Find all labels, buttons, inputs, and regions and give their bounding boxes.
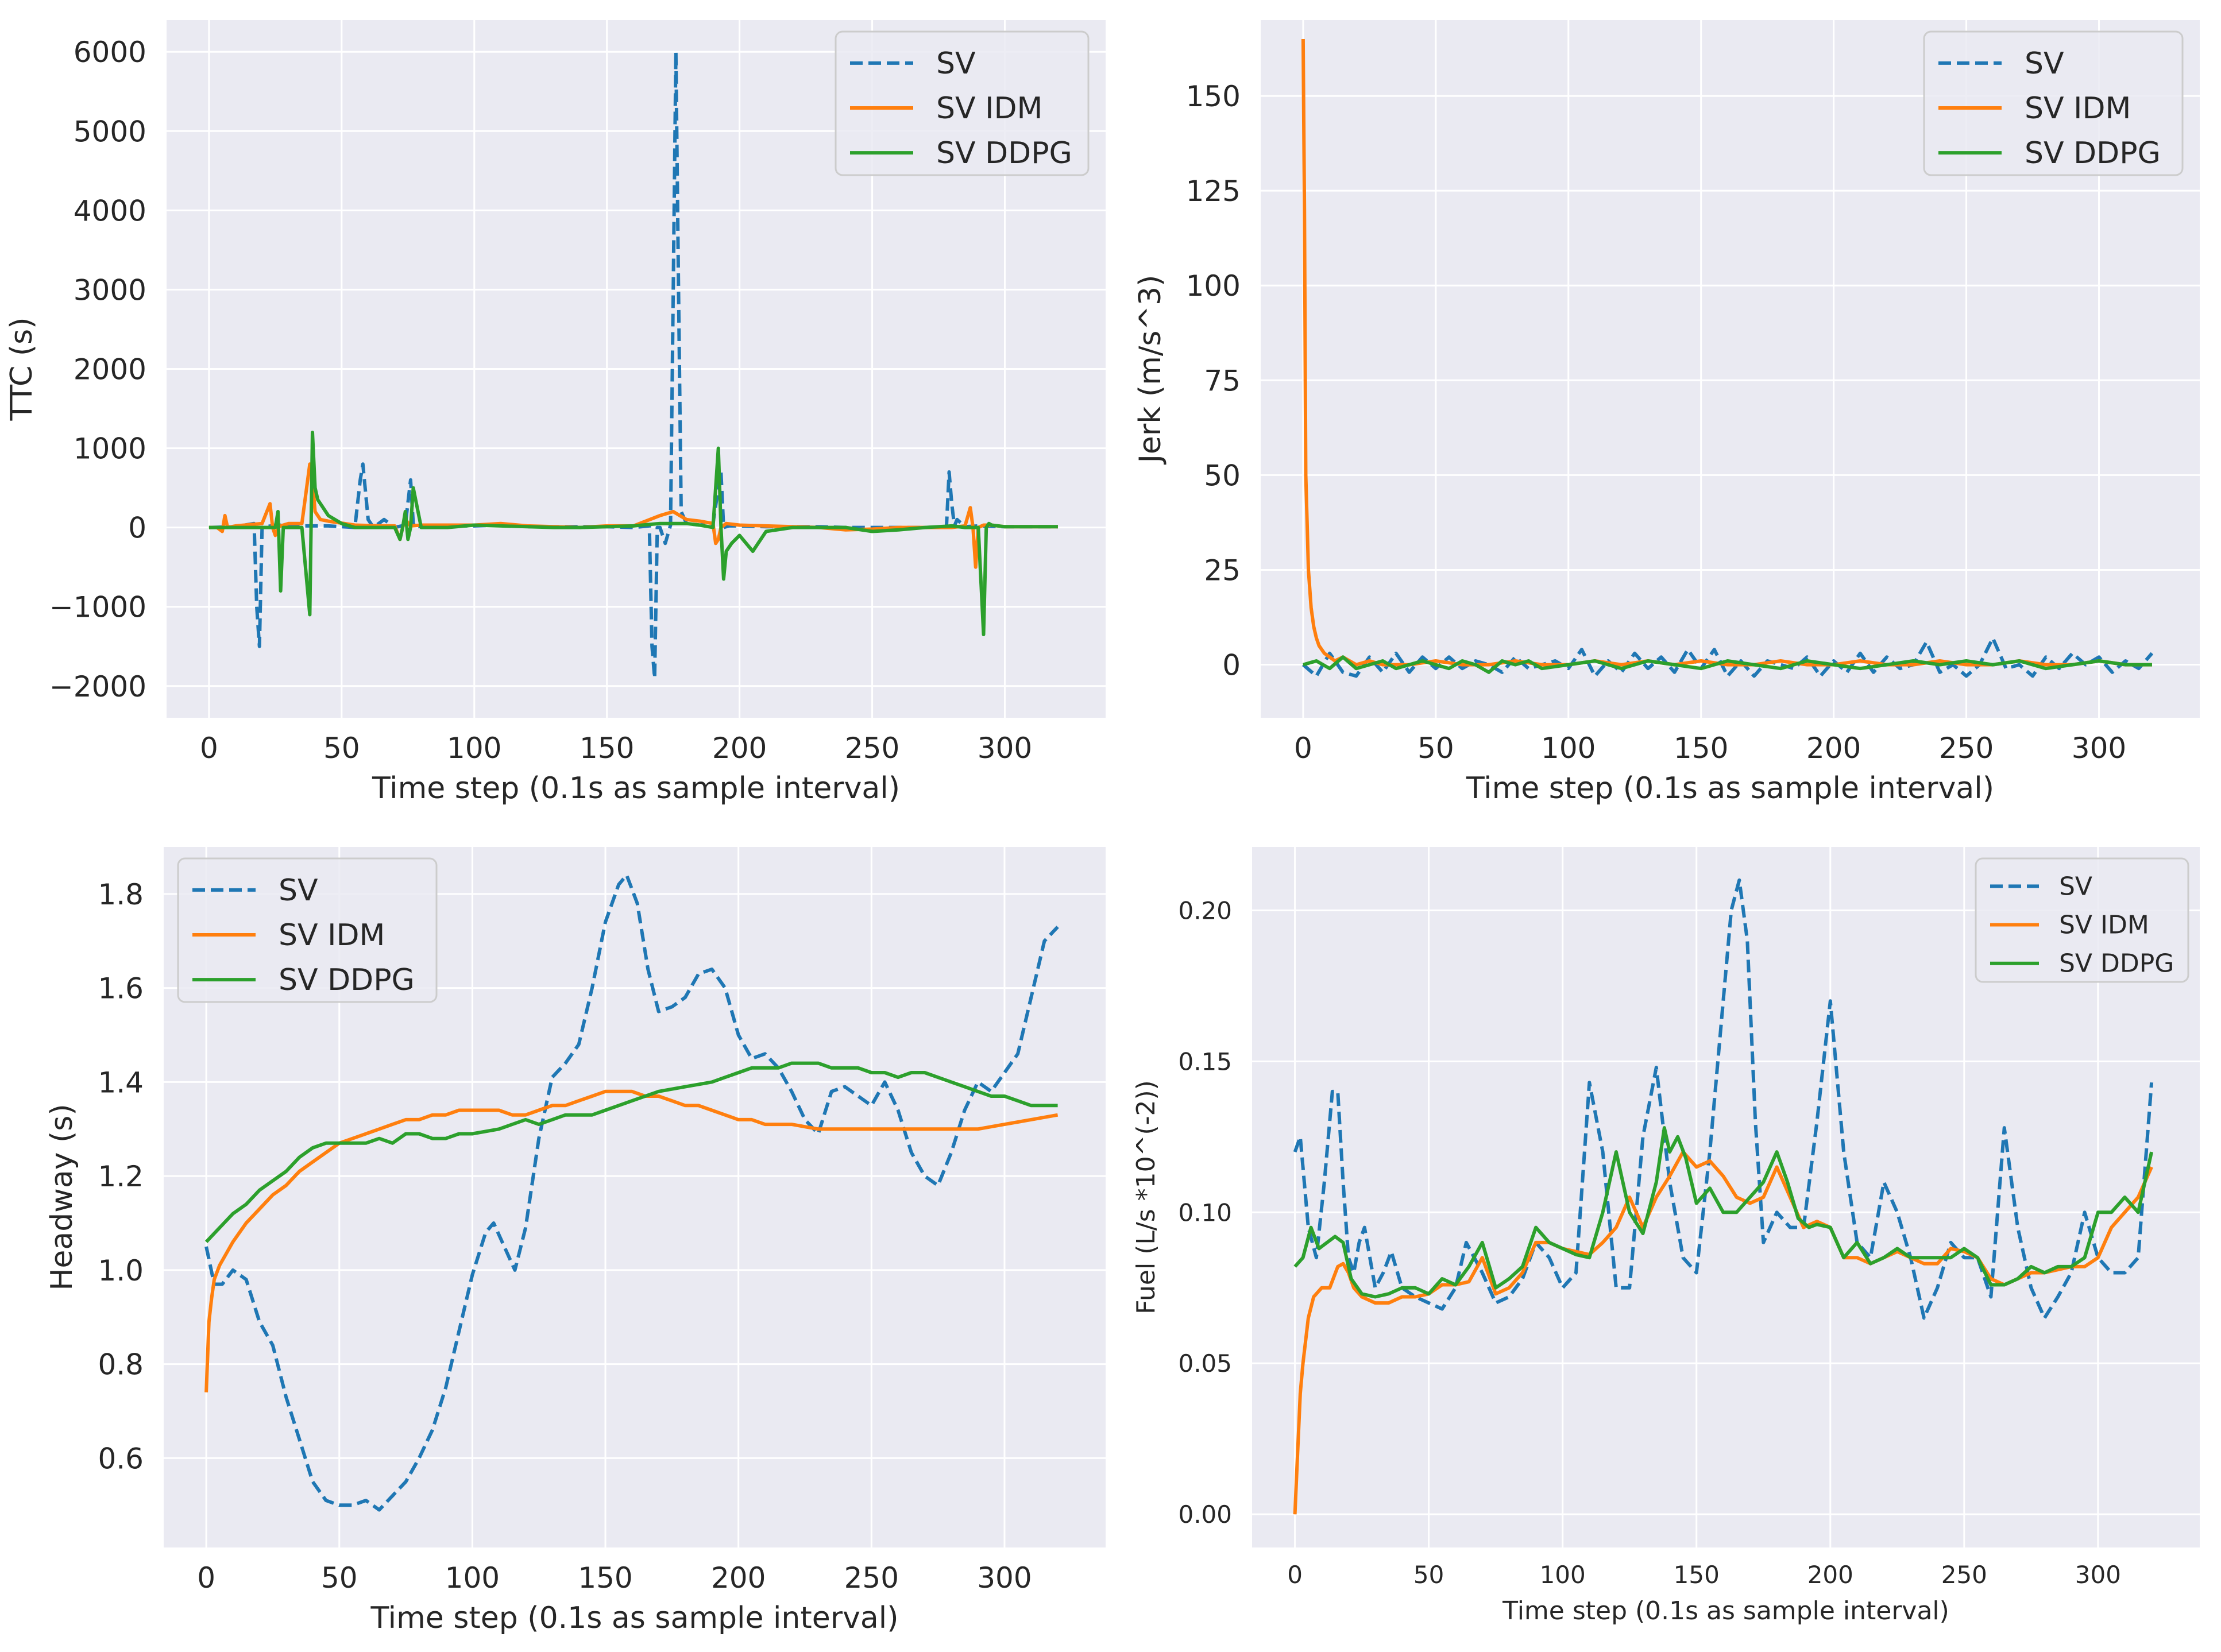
- x-tick-label: 250: [1941, 1561, 1987, 1589]
- x-axis-label: Time step (0.1s as sample interval): [1502, 1596, 1949, 1626]
- x-tick-label: 200: [1807, 1561, 1853, 1589]
- legend-label: SV: [936, 47, 976, 81]
- y-tick-label: 100: [1186, 269, 1241, 303]
- legend: SV SV IDM SV DDPG: [835, 30, 1090, 176]
- series-line-sv-idm: [1293, 1150, 2153, 1515]
- x-tick-label: 200: [711, 1561, 766, 1595]
- y-tick-label: 50: [1204, 459, 1241, 492]
- y-tick-label: −2000: [49, 670, 146, 703]
- y-tick-label: 150: [1186, 80, 1241, 113]
- legend-label: SV: [2059, 872, 2092, 901]
- y-tick-label: 0: [1222, 649, 1241, 682]
- legend-label: SV IDM: [279, 918, 385, 953]
- y-tick-label: 75: [1204, 364, 1241, 397]
- chart-panel-4: 0 50 100 150 200 250 300 0.00 0.05 0.10 0.15 0.20 Ti…: [1131, 847, 2200, 1626]
- y-axis-label: TTC (s): [5, 317, 39, 421]
- x-tick-label: 300: [2075, 1561, 2121, 1589]
- x-tick-label: 100: [447, 732, 501, 765]
- x-tick-label: 300: [2072, 732, 2126, 765]
- chart-panel-2: 0 50 100 150 200 250 300 0 25 50 75 100 125 150 Time s…: [1133, 20, 2200, 806]
- legend-label: SV IDM: [936, 91, 1042, 126]
- series-line-sv-ddpg: [1293, 1126, 2154, 1299]
- y-tick-label: 125: [1186, 175, 1241, 208]
- y-axis-label: Fuel (L/s *10^(-2)): [1131, 1080, 1161, 1314]
- legend-box: [1923, 30, 2184, 176]
- y-tick-label: 25: [1204, 554, 1241, 587]
- x-tick-label: 150: [1674, 732, 1728, 765]
- legend-box: [177, 857, 438, 1003]
- legend-label: SV: [279, 873, 318, 908]
- x-tick-label: 150: [1674, 1561, 1720, 1589]
- y-axis-label: Headway (s): [45, 1104, 79, 1290]
- legend-label: SV DDPG: [2059, 949, 2174, 978]
- x-tick-label: 50: [1417, 732, 1454, 765]
- legend-box: [835, 30, 1090, 176]
- y-tick-label: 1.2: [98, 1160, 144, 1193]
- y-tick-label: 0.6: [98, 1442, 144, 1475]
- y-tick-label: 0.10: [1178, 1198, 1232, 1227]
- x-tick-label: 100: [445, 1561, 500, 1595]
- y-tick-label: 1000: [74, 432, 146, 466]
- y-tick-label: 5000: [74, 115, 146, 148]
- y-tick-label: 2000: [74, 353, 146, 386]
- x-axis-label: Time step (0.1s as sample interval): [1466, 771, 1994, 806]
- y-tick-label: 3000: [74, 273, 146, 307]
- x-tick-label: 50: [1413, 1561, 1444, 1589]
- x-tick-label: 100: [1541, 732, 1596, 765]
- series-line-sv: [1293, 878, 2154, 1320]
- legend: SV SV IDM SV DDPG: [1975, 857, 2189, 983]
- x-tick-label: 150: [578, 1561, 632, 1595]
- chart-panel-1: 0 50 100 150 200 250 300 −2000 −1000 0 1000 2000 300…: [5, 20, 1106, 806]
- legend-label: SV IDM: [2025, 91, 2131, 126]
- x-tick-label: 0: [1287, 1561, 1303, 1589]
- series-line-sv-ddpg: [1303, 655, 2152, 674]
- x-axis-label: Time step (0.1s as sample interval): [370, 1601, 898, 1635]
- x-tick-label: 0: [200, 732, 218, 765]
- legend-box: [1975, 857, 2189, 983]
- y-tick-label: 1.4: [98, 1066, 144, 1099]
- y-tick-label: 0: [128, 512, 146, 545]
- chart-panel-3: 0 50 100 150 200 250 300 0.6 0.8 1.0 1.2 1.4 1.6 1.8 T…: [45, 847, 1106, 1635]
- x-tick-label: 250: [845, 732, 899, 765]
- x-tick-label: 50: [321, 1561, 358, 1595]
- y-tick-label: 1.8: [98, 878, 144, 911]
- x-tick-label: 0: [1294, 732, 1312, 765]
- x-tick-label: 200: [1806, 732, 1861, 765]
- y-axis-label: Jerk (m/s^3): [1133, 275, 1168, 465]
- x-tick-label: 300: [978, 732, 1032, 765]
- legend: SV SV IDM SV DDPG: [177, 857, 438, 1003]
- y-tick-label: 6000: [74, 36, 146, 69]
- legend-label: SV DDPG: [279, 963, 415, 997]
- x-tick-label: 250: [844, 1561, 899, 1595]
- y-tick-label: −1000: [49, 591, 146, 624]
- series-line-sv-idm: [204, 1089, 1059, 1392]
- series-line-sv-ddpg: [204, 1061, 1058, 1243]
- x-tick-label: 200: [712, 732, 767, 765]
- legend-label: SV: [2025, 47, 2064, 81]
- x-tick-label: 300: [977, 1561, 1032, 1595]
- y-tick-label: 0.8: [98, 1348, 144, 1382]
- x-tick-label: 100: [1540, 1561, 1586, 1589]
- y-tick-label: 0.15: [1178, 1047, 1232, 1075]
- y-tick-label: 0.20: [1178, 896, 1232, 924]
- y-tick-label: 1.0: [98, 1254, 144, 1287]
- legend-label: SV DDPG: [2025, 136, 2161, 171]
- y-tick-label: 4000: [74, 194, 146, 227]
- legend: SV SV IDM SV DDPG: [1923, 30, 2184, 176]
- y-tick-label: 0.00: [1178, 1500, 1232, 1529]
- x-tick-label: 150: [580, 732, 634, 765]
- x-tick-label: 50: [323, 732, 360, 765]
- legend-label: SV IDM: [2059, 911, 2149, 940]
- series-line-sv-ddpg: [208, 431, 1058, 636]
- y-tick-label: 1.6: [98, 972, 144, 1005]
- series-line-sv: [204, 873, 1059, 1512]
- x-tick-label: 0: [197, 1561, 215, 1595]
- x-axis-label: Time step (0.1s as sample interval): [372, 771, 900, 806]
- y-tick-label: 0.05: [1178, 1349, 1232, 1378]
- x-tick-label: 250: [1939, 732, 1994, 765]
- legend-label: SV DDPG: [936, 136, 1072, 171]
